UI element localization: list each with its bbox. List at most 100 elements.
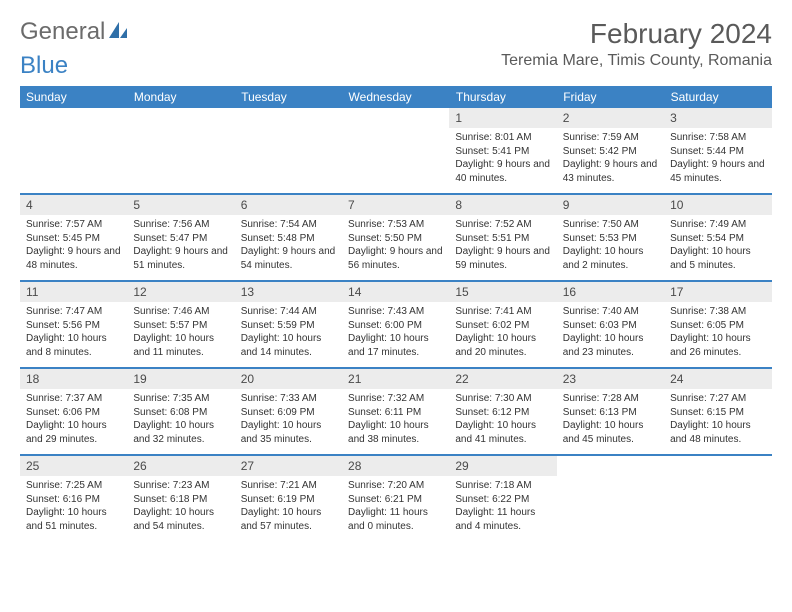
day-number-cell (557, 455, 664, 476)
sunrise-text: Sunrise: 7:27 AM (670, 392, 765, 406)
sunrise-text: Sunrise: 7:58 AM (670, 131, 765, 145)
day-number-cell (127, 108, 234, 128)
day-content-cell: Sunrise: 7:53 AMSunset: 5:50 PMDaylight:… (342, 215, 449, 281)
sunrise-text: Sunrise: 7:38 AM (670, 305, 765, 319)
day-content-cell: Sunrise: 7:44 AMSunset: 5:59 PMDaylight:… (235, 302, 342, 368)
sunrise-text: Sunrise: 7:49 AM (670, 218, 765, 232)
day-content-cell: Sunrise: 7:43 AMSunset: 6:00 PMDaylight:… (342, 302, 449, 368)
sunset-text: Sunset: 6:09 PM (241, 406, 336, 420)
sunset-text: Sunset: 6:06 PM (26, 406, 121, 420)
sunset-text: Sunset: 5:56 PM (26, 319, 121, 333)
day-content-cell: Sunrise: 7:59 AMSunset: 5:42 PMDaylight:… (557, 128, 664, 194)
sunset-text: Sunset: 6:22 PM (455, 493, 550, 507)
day-content-cell: Sunrise: 8:01 AMSunset: 5:41 PMDaylight:… (449, 128, 556, 194)
day-content-cell: Sunrise: 7:56 AMSunset: 5:47 PMDaylight:… (127, 215, 234, 281)
day-number-cell (342, 108, 449, 128)
daylight-text: Daylight: 10 hours and 5 minutes. (670, 245, 765, 272)
sunrise-text: Sunrise: 7:33 AM (241, 392, 336, 406)
daylight-text: Daylight: 10 hours and 2 minutes. (563, 245, 658, 272)
day-content-cell: Sunrise: 7:47 AMSunset: 5:56 PMDaylight:… (20, 302, 127, 368)
day-content-cell (342, 128, 449, 194)
daylight-text: Daylight: 10 hours and 41 minutes. (455, 419, 550, 446)
day-content-cell: Sunrise: 7:27 AMSunset: 6:15 PMDaylight:… (664, 389, 771, 455)
daylight-text: Daylight: 10 hours and 8 minutes. (26, 332, 121, 359)
sunset-text: Sunset: 6:03 PM (563, 319, 658, 333)
day-number-cell: 4 (20, 194, 127, 215)
sunset-text: Sunset: 5:51 PM (455, 232, 550, 246)
sunrise-text: Sunrise: 7:50 AM (563, 218, 658, 232)
daylight-text: Daylight: 10 hours and 51 minutes. (26, 506, 121, 533)
day-content-cell: Sunrise: 7:20 AMSunset: 6:21 PMDaylight:… (342, 476, 449, 542)
day-number-cell: 7 (342, 194, 449, 215)
daylight-text: Daylight: 10 hours and 20 minutes. (455, 332, 550, 359)
day-number-row: 123 (20, 108, 772, 128)
weekday-header-row: Sunday Monday Tuesday Wednesday Thursday… (20, 86, 772, 108)
sunrise-text: Sunrise: 7:40 AM (563, 305, 658, 319)
sunrise-text: Sunrise: 8:01 AM (455, 131, 550, 145)
day-content-cell: Sunrise: 7:41 AMSunset: 6:02 PMDaylight:… (449, 302, 556, 368)
sunset-text: Sunset: 6:11 PM (348, 406, 443, 420)
weekday-header: Tuesday (235, 86, 342, 108)
sunset-text: Sunset: 5:42 PM (563, 145, 658, 159)
sunset-text: Sunset: 6:21 PM (348, 493, 443, 507)
weekday-header: Wednesday (342, 86, 449, 108)
daylight-text: Daylight: 10 hours and 35 minutes. (241, 419, 336, 446)
calendar-table: Sunday Monday Tuesday Wednesday Thursday… (20, 86, 772, 542)
day-number-cell: 29 (449, 455, 556, 476)
day-content-cell: Sunrise: 7:32 AMSunset: 6:11 PMDaylight:… (342, 389, 449, 455)
day-number-row: 45678910 (20, 194, 772, 215)
day-content-cell: Sunrise: 7:40 AMSunset: 6:03 PMDaylight:… (557, 302, 664, 368)
daylight-text: Daylight: 9 hours and 48 minutes. (26, 245, 121, 272)
day-content-cell: Sunrise: 7:25 AMSunset: 6:16 PMDaylight:… (20, 476, 127, 542)
logo-text-general: General (20, 18, 105, 46)
daylight-text: Daylight: 11 hours and 0 minutes. (348, 506, 443, 533)
day-content-row: Sunrise: 7:47 AMSunset: 5:56 PMDaylight:… (20, 302, 772, 368)
sunset-text: Sunset: 6:18 PM (133, 493, 228, 507)
day-content-cell: Sunrise: 7:50 AMSunset: 5:53 PMDaylight:… (557, 215, 664, 281)
daylight-text: Daylight: 10 hours and 38 minutes. (348, 419, 443, 446)
day-number-cell: 12 (127, 281, 234, 302)
daylight-text: Daylight: 10 hours and 29 minutes. (26, 419, 121, 446)
day-number-cell: 17 (664, 281, 771, 302)
sunrise-text: Sunrise: 7:46 AM (133, 305, 228, 319)
day-number-cell: 3 (664, 108, 771, 128)
day-number-cell (20, 108, 127, 128)
day-number-cell: 22 (449, 368, 556, 389)
day-content-cell: Sunrise: 7:35 AMSunset: 6:08 PMDaylight:… (127, 389, 234, 455)
day-number-cell: 9 (557, 194, 664, 215)
sunrise-text: Sunrise: 7:54 AM (241, 218, 336, 232)
sail-icon (107, 20, 129, 45)
weekday-header: Saturday (664, 86, 771, 108)
day-content-cell: Sunrise: 7:33 AMSunset: 6:09 PMDaylight:… (235, 389, 342, 455)
day-number-cell: 28 (342, 455, 449, 476)
title-block: February 2024 Teremia Mare, Timis County… (501, 18, 772, 70)
sunrise-text: Sunrise: 7:57 AM (26, 218, 121, 232)
sunrise-text: Sunrise: 7:56 AM (133, 218, 228, 232)
day-number-cell: 15 (449, 281, 556, 302)
day-number-cell: 24 (664, 368, 771, 389)
logo-text-blue: Blue (20, 52, 68, 79)
sunrise-text: Sunrise: 7:47 AM (26, 305, 121, 319)
daylight-text: Daylight: 10 hours and 17 minutes. (348, 332, 443, 359)
sunrise-text: Sunrise: 7:52 AM (455, 218, 550, 232)
day-number-cell: 13 (235, 281, 342, 302)
day-number-cell: 16 (557, 281, 664, 302)
sunset-text: Sunset: 6:13 PM (563, 406, 658, 420)
daylight-text: Daylight: 10 hours and 11 minutes. (133, 332, 228, 359)
day-number-cell (664, 455, 771, 476)
daylight-text: Daylight: 10 hours and 14 minutes. (241, 332, 336, 359)
daylight-text: Daylight: 10 hours and 45 minutes. (563, 419, 658, 446)
daylight-text: Daylight: 9 hours and 43 minutes. (563, 158, 658, 185)
day-number-cell: 18 (20, 368, 127, 389)
daylight-text: Daylight: 11 hours and 4 minutes. (455, 506, 550, 533)
sunrise-text: Sunrise: 7:43 AM (348, 305, 443, 319)
day-number-cell: 21 (342, 368, 449, 389)
sunrise-text: Sunrise: 7:25 AM (26, 479, 121, 493)
day-content-cell: Sunrise: 7:37 AMSunset: 6:06 PMDaylight:… (20, 389, 127, 455)
daylight-text: Daylight: 10 hours and 23 minutes. (563, 332, 658, 359)
day-content-cell: Sunrise: 7:54 AMSunset: 5:48 PMDaylight:… (235, 215, 342, 281)
daylight-text: Daylight: 10 hours and 48 minutes. (670, 419, 765, 446)
daylight-text: Daylight: 10 hours and 54 minutes. (133, 506, 228, 533)
sunrise-text: Sunrise: 7:41 AM (455, 305, 550, 319)
sunset-text: Sunset: 5:50 PM (348, 232, 443, 246)
